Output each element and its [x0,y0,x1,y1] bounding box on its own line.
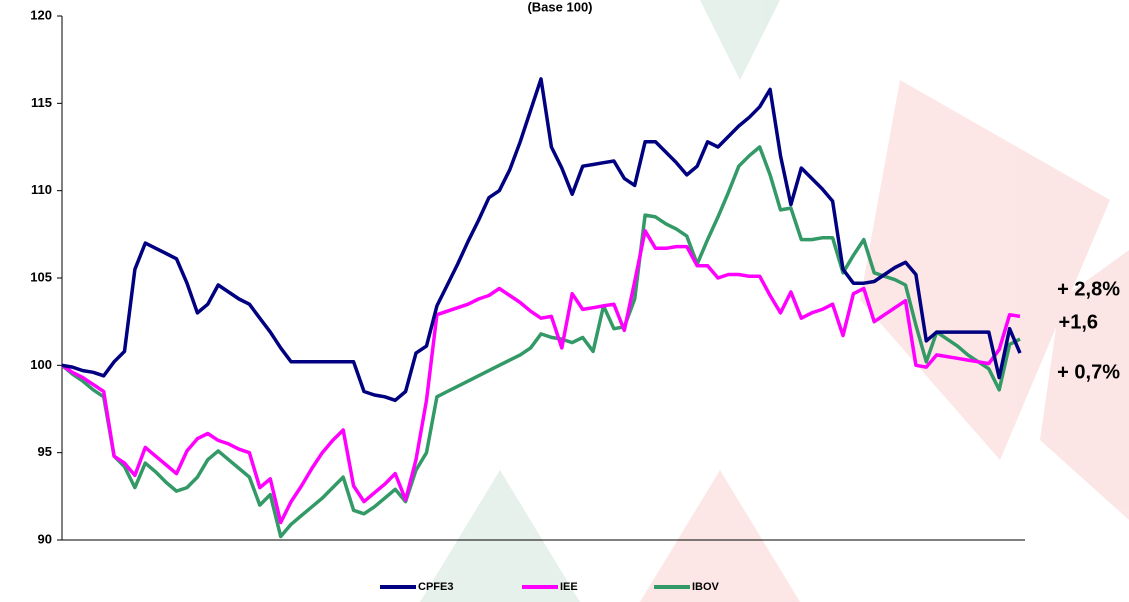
annotation: + 2,8% [1057,278,1120,300]
decoration [420,470,580,602]
y-tick-label: 95 [38,444,52,459]
decoration [700,0,780,80]
series-line [61,229,1021,525]
decoration [640,470,800,602]
series-line [60,145,1021,539]
legend-label: IEE [560,581,578,593]
y-tick-label: 105 [30,269,52,284]
annotation: +1,6 [1059,311,1098,333]
decoration [1040,250,1129,520]
legend-label: CPFE3 [418,581,453,593]
y-tick-label: 90 [38,531,52,546]
y-tick-label: 120 [30,7,52,22]
y-tick-label: 100 [30,357,52,372]
chart-title: (Base 100) [527,0,592,14]
annotation: + 0,7% [1057,361,1120,383]
y-tick-label: 110 [31,182,52,197]
legend-label: IBOV [692,581,720,593]
series-line [61,77,1022,403]
y-tick-label: 115 [31,95,52,110]
